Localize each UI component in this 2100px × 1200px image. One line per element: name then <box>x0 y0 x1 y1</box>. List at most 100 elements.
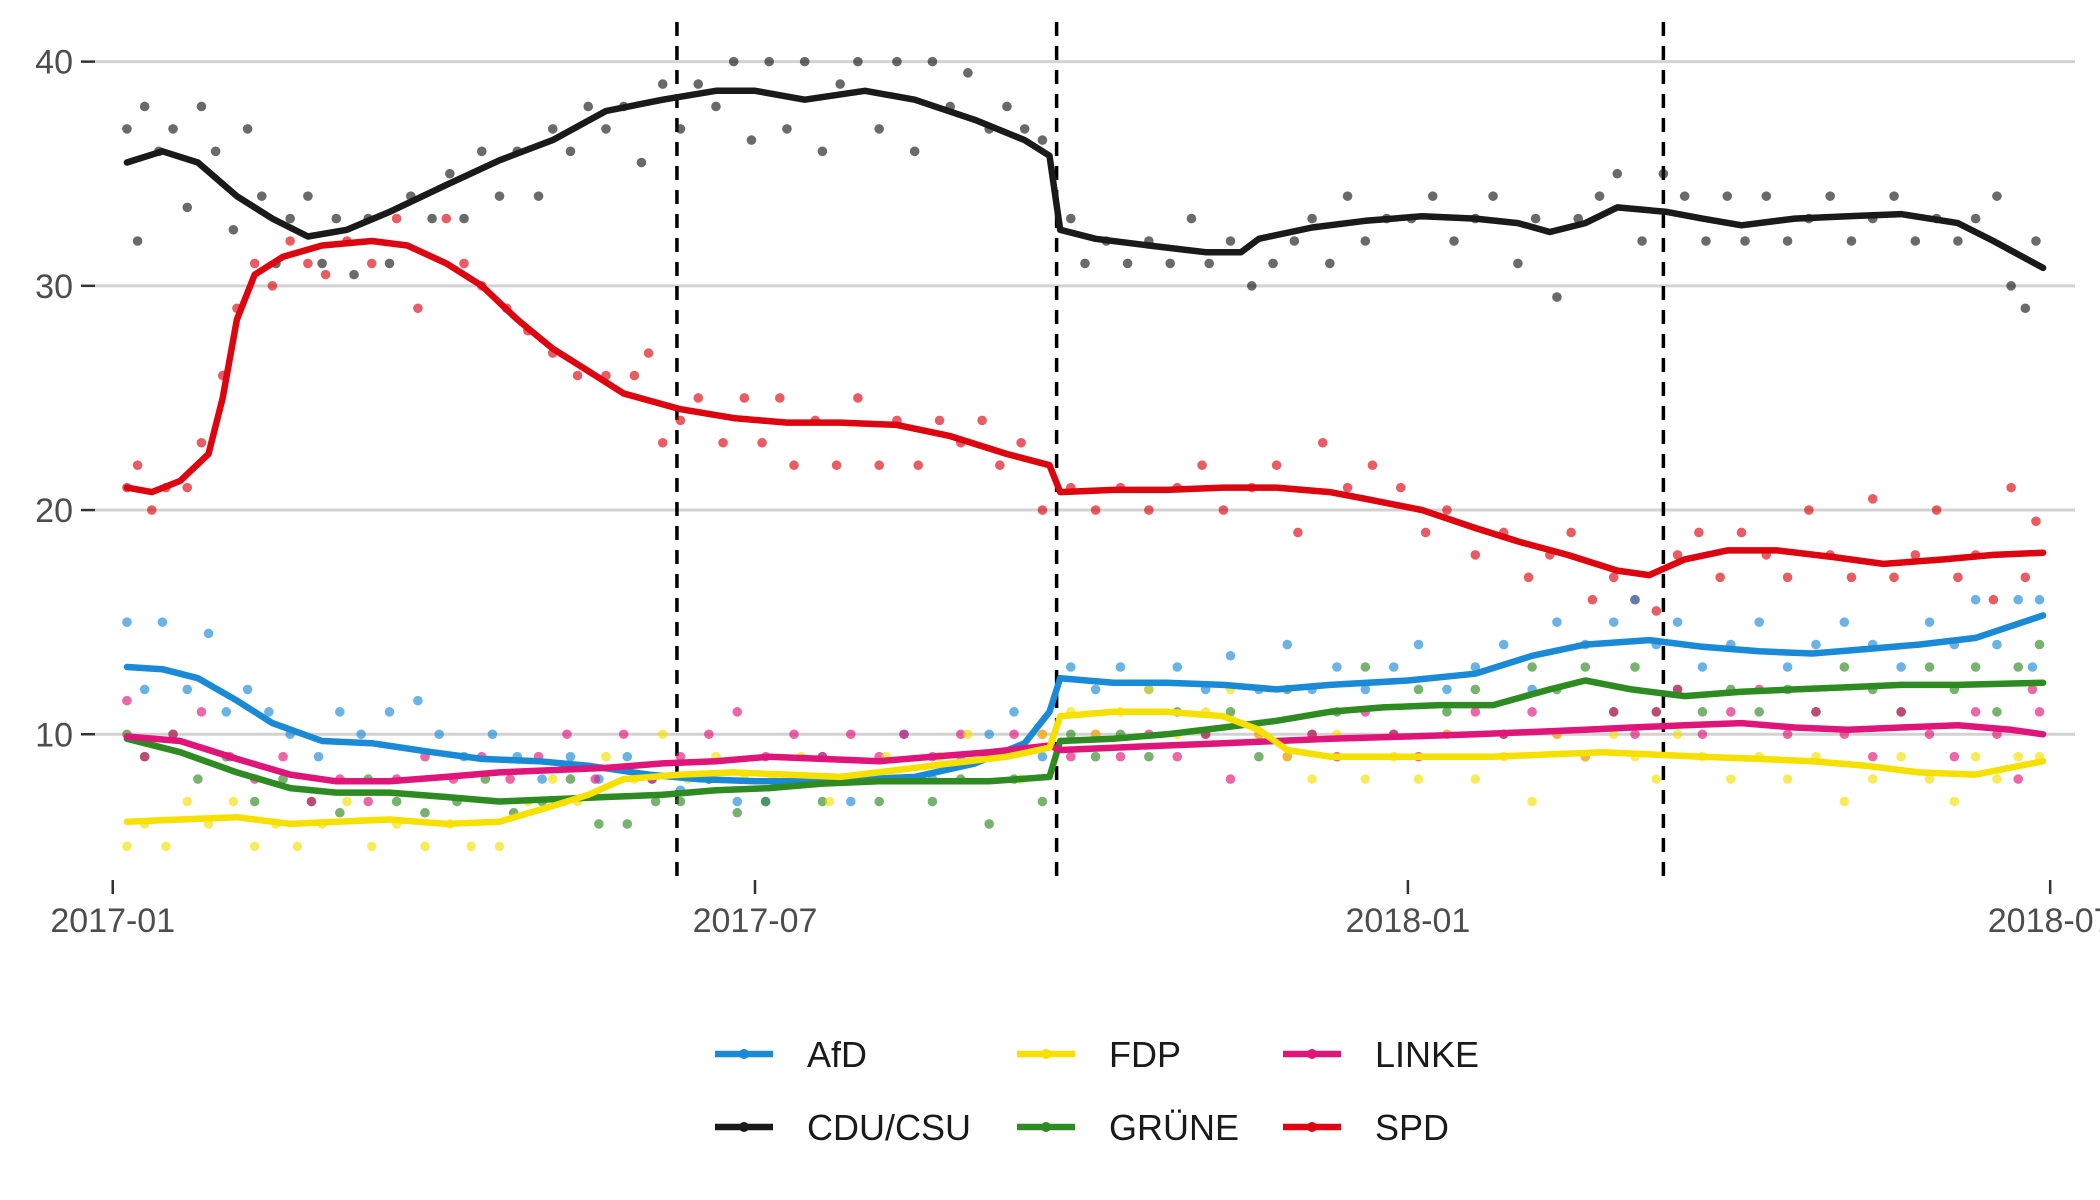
point-GRÜNE <box>650 796 661 807</box>
point-GRÜNE <box>732 807 743 818</box>
point-CDU/CSU <box>728 56 739 67</box>
x-tick-label-2018-01: 2018-01 <box>1346 902 1471 940</box>
point-CDU/CSU <box>601 124 611 134</box>
point-GRÜNE <box>1924 662 1935 672</box>
point-GRÜNE <box>1630 662 1640 672</box>
point-FDP <box>547 774 558 784</box>
point-GRÜNE <box>1090 751 1101 762</box>
legend-swatch-point <box>1041 1122 1051 1132</box>
point-SPD <box>675 415 686 426</box>
point-GRÜNE <box>1992 707 2002 717</box>
point-AfD <box>1839 617 1850 627</box>
point-LINKE <box>590 774 601 784</box>
point-GRÜNE <box>874 796 884 807</box>
legend-label-CDU/CSU: CDU/CSU <box>807 1107 971 1148</box>
point-CDU/CSU <box>1552 292 1562 302</box>
point-LINKE <box>505 774 515 784</box>
point-AfD <box>1442 684 1452 695</box>
point-AfD <box>1388 662 1399 672</box>
point-SPD <box>977 415 987 426</box>
point-FDP <box>824 796 835 807</box>
point-CDU/CSU <box>927 56 938 67</box>
point-SPD <box>459 258 469 269</box>
point-SPD <box>831 460 842 471</box>
legend-swatch-point <box>1307 1122 1317 1132</box>
point-FDP <box>249 841 260 852</box>
point-CDU/CSU <box>1066 213 1076 224</box>
point-CDU/CSU <box>303 191 313 201</box>
point-SPD <box>1342 482 1353 493</box>
point-SPD <box>643 348 654 358</box>
point-FDP <box>342 796 352 807</box>
point-SPD <box>1144 505 1154 515</box>
point-AfD <box>1992 639 2002 650</box>
point-AfD <box>157 617 168 627</box>
point-AfD <box>1470 662 1481 672</box>
point-SPD <box>1218 505 1229 515</box>
point-SPD <box>1271 460 1282 471</box>
point-CDU/CSU <box>476 146 487 157</box>
point-AfD <box>122 617 132 627</box>
point-SPD <box>182 482 193 493</box>
point-CDU/CSU <box>1427 191 1438 201</box>
point-CDU/CSU <box>256 191 267 201</box>
legend-item-SPD: SPD <box>1283 1107 1449 1148</box>
point-FDP <box>1307 774 1317 784</box>
point-FDP <box>1924 774 1935 784</box>
point-SPD <box>1931 505 1942 515</box>
point-AfD <box>434 729 444 740</box>
point-CDU/CSU <box>494 191 505 201</box>
point-AfD <box>487 729 498 740</box>
point-AfD <box>221 707 232 717</box>
point-GRÜNE <box>1066 729 1076 740</box>
point-LINKE <box>1470 707 1481 717</box>
point-CDU/CSU <box>384 258 395 269</box>
point-SPD <box>366 258 377 269</box>
point-FDP <box>1867 774 1878 784</box>
point-AfD <box>1608 617 1619 627</box>
point-AfD <box>1172 662 1183 672</box>
point-SPD <box>1694 527 1704 538</box>
point-SPD <box>1715 572 1725 583</box>
point-CDU/CSU <box>892 56 902 67</box>
point-CDU/CSU <box>1449 236 1459 246</box>
point-GRÜNE <box>420 807 430 818</box>
point-LINKE <box>1066 751 1076 762</box>
point-GRÜNE <box>278 774 288 784</box>
legend-label-SPD: SPD <box>1375 1107 1449 1148</box>
grid-lines <box>95 60 2075 736</box>
point-AfD <box>1066 662 1076 672</box>
point-CDU/CSU <box>331 213 342 224</box>
point-LINKE <box>196 707 207 717</box>
point-SPD <box>1736 527 1747 538</box>
point-CDU/CSU <box>799 56 810 67</box>
point-CDU/CSU <box>349 269 359 280</box>
point-GRÜNE <box>1360 662 1371 672</box>
point-CDU/CSU <box>1325 258 1335 269</box>
point-SPD <box>1566 527 1576 538</box>
point-GRÜNE <box>1225 707 1236 717</box>
point-SPD <box>693 393 704 403</box>
point-AfD <box>1282 639 1293 650</box>
point-AfD <box>732 796 743 807</box>
legend-swatch-point <box>739 1122 749 1132</box>
point-CDU/CSU <box>317 258 327 269</box>
point-AfD <box>1782 662 1793 672</box>
point-CDU/CSU <box>1846 236 1857 246</box>
points-AfD <box>122 594 2045 807</box>
point-CDU/CSU <box>1289 236 1300 246</box>
point-SPD <box>413 303 423 314</box>
legend-label-LINKE: LINKE <box>1375 1034 1479 1075</box>
point-SPD <box>913 460 924 471</box>
point-GRÜNE <box>927 796 938 807</box>
point-AfD <box>413 695 423 706</box>
point-CDU/CSU <box>1246 281 1257 291</box>
point-LINKE <box>1924 729 1935 740</box>
point-FDP <box>366 841 377 852</box>
point-FDP <box>657 729 668 740</box>
point-FDP <box>1282 751 1293 762</box>
legend-swatch-point <box>1041 1049 1051 1059</box>
point-FDP <box>292 841 303 852</box>
point-SPD <box>132 460 143 471</box>
point-CDU/CSU <box>1019 124 1030 134</box>
